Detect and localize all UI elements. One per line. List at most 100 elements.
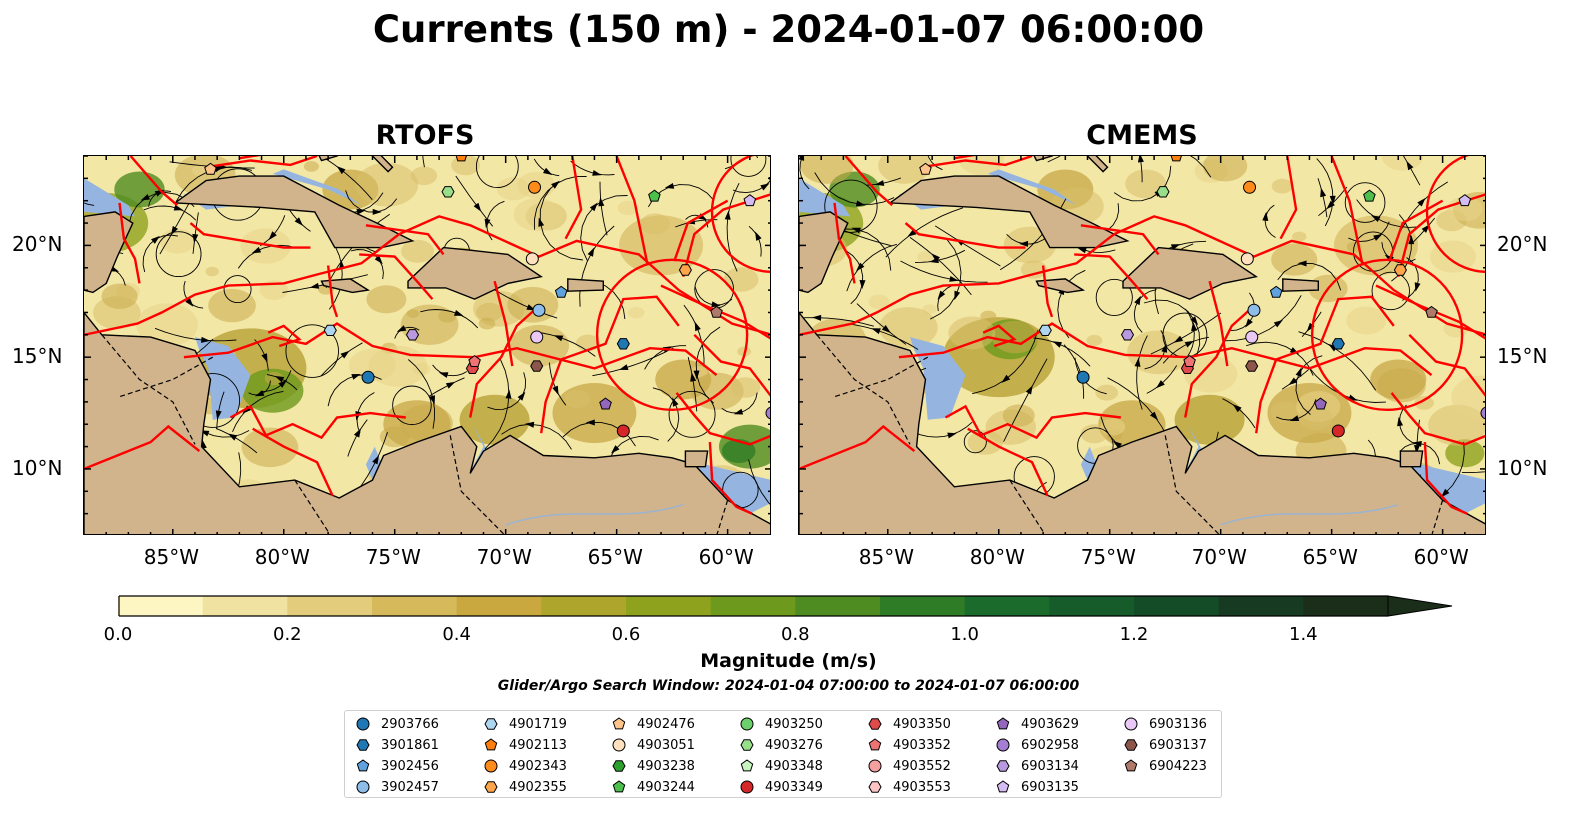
float-marker-6903136 [1245, 330, 1259, 344]
land [320, 278, 371, 294]
legend-item-4903244: 4903244 [611, 777, 695, 797]
float-marker-4902476 [919, 162, 932, 175]
float-marker-4903352 [1183, 354, 1196, 367]
legend-marker-3902456 [356, 759, 370, 772]
float-marker-4902355 [678, 264, 692, 276]
legend-item-4903552: 4903552 [867, 756, 951, 776]
float-marker-3902457 [1247, 303, 1261, 317]
float-marker-4903629 [1314, 397, 1327, 410]
colorbar-label: Magnitude (m/s) [700, 650, 877, 672]
legend-label: 4903553 [893, 779, 951, 795]
map-panel-rtofs [83, 155, 771, 535]
lat-tick-left: 10°N [12, 455, 63, 480]
float-marker-3902456 [1269, 285, 1283, 298]
search-window-text: Glider/Argo Search Window: 2024-01-04 07… [497, 678, 1080, 694]
lon-tick: 65°W [587, 545, 643, 569]
figure-title: Currents (150 m) - 2024-01-07 06:00:00 [372, 8, 1205, 51]
legend-item-4903276: 4903276 [739, 735, 823, 755]
lon-tick: 80°W [254, 545, 310, 569]
float-marker-3902456 [554, 285, 568, 298]
float-marker-4903244 [648, 189, 661, 202]
float-marker-3901861 [616, 338, 630, 350]
float-marker-3901861 [1331, 338, 1345, 350]
float-marker-3902457 [532, 303, 546, 317]
legend-item-4902113: 4902113 [483, 735, 567, 755]
legend-label: 6902958 [1021, 737, 1079, 753]
float-marker-4902476 [204, 162, 217, 175]
legend-item-4903051: 4903051 [611, 735, 695, 755]
legend-item-3902457: 3902457 [355, 777, 439, 797]
legend-item-4903349: 4903349 [739, 777, 823, 797]
legend-label: 3901861 [381, 737, 439, 753]
legend-label: 4902355 [509, 779, 567, 795]
legend-marker-4903350 [868, 718, 882, 730]
float-marker-4901719 [1038, 324, 1052, 336]
float-marker-6903135 [1458, 194, 1472, 207]
colorbar-segment [880, 596, 966, 616]
legend-item-6903135: 6903135 [995, 777, 1079, 797]
legend-marker-6903136 [1124, 717, 1138, 731]
land [1086, 156, 1109, 173]
legend-label: 4902476 [637, 716, 695, 732]
colorbar-segment [202, 596, 288, 616]
legend-marker-4903352 [868, 738, 882, 751]
colorbar-tick-label: 0.2 [273, 624, 302, 645]
colorbar-segment [795, 596, 881, 616]
legend-marker-2903766 [356, 717, 370, 731]
shallow-water [799, 178, 850, 217]
lon-tick: 60°W [698, 545, 754, 569]
legend-marker-4903629 [996, 717, 1010, 730]
colorbar-segment [626, 596, 712, 616]
legend-item-4903250: 4903250 [739, 714, 823, 734]
legend-marker-3902457 [356, 780, 370, 794]
legend-label: 4902343 [509, 758, 567, 774]
land [172, 175, 415, 249]
colorbar-segment [456, 596, 542, 616]
legend-label: 6903137 [1149, 737, 1207, 753]
land [1035, 278, 1086, 294]
legend-label: 6903134 [1021, 758, 1079, 774]
land [799, 311, 1485, 534]
float-marker-4902113 [1170, 156, 1182, 162]
legend-marker-4902113 [484, 738, 498, 751]
lat-tick-right: 10°N [1497, 455, 1548, 480]
float-marker-4903629 [599, 397, 612, 410]
legend-marker-4902343 [484, 759, 498, 773]
legend-item-6903136: 6903136 [1123, 714, 1207, 734]
colorbar-segment [287, 596, 373, 616]
legend-marker-4903349 [740, 780, 754, 794]
eez-boundaries [799, 156, 1485, 515]
float-marker-4903051 [1240, 252, 1254, 266]
land [1282, 278, 1319, 292]
float-marker-4903051 [525, 252, 539, 266]
float-marker-4902343 [528, 180, 542, 194]
land [887, 175, 1130, 249]
legend-item-4901719: 4901719 [483, 714, 567, 734]
land [567, 278, 604, 292]
legend-item-4903352: 4903352 [867, 735, 951, 755]
legend-item-4903238: 4903238 [611, 756, 695, 776]
panel-title-rtofs: RTOFS [375, 120, 475, 151]
legend-marker-4903238 [612, 760, 626, 772]
float-marker-4902343 [1243, 180, 1257, 194]
shallow-water [272, 169, 362, 206]
legend-label: 6904223 [1149, 758, 1207, 774]
legend-label: 3902457 [381, 779, 439, 795]
legend-label: 4903348 [765, 758, 823, 774]
float-marker-6904223 [1425, 305, 1438, 318]
colorbar-tick-label: 1.4 [1289, 624, 1318, 645]
float-marker-6903136 [530, 330, 544, 344]
float-marker-6904223 [710, 305, 723, 318]
legend-marker-4903552 [868, 759, 882, 773]
float-marker-6903135 [743, 194, 757, 207]
colorbar-segment [1134, 596, 1220, 616]
legend-label: 4901719 [509, 716, 567, 732]
legend-item-4902355: 4902355 [483, 777, 567, 797]
legend-label: 4903629 [1021, 716, 1079, 732]
float-marker-2903766 [361, 370, 375, 384]
legend-marker-4902476 [612, 717, 626, 730]
float-marker-2903766 [1076, 370, 1090, 384]
map-panel-cmems [798, 155, 1486, 535]
lon-tick: 85°W [143, 545, 199, 569]
legend-label: 4903552 [893, 758, 951, 774]
